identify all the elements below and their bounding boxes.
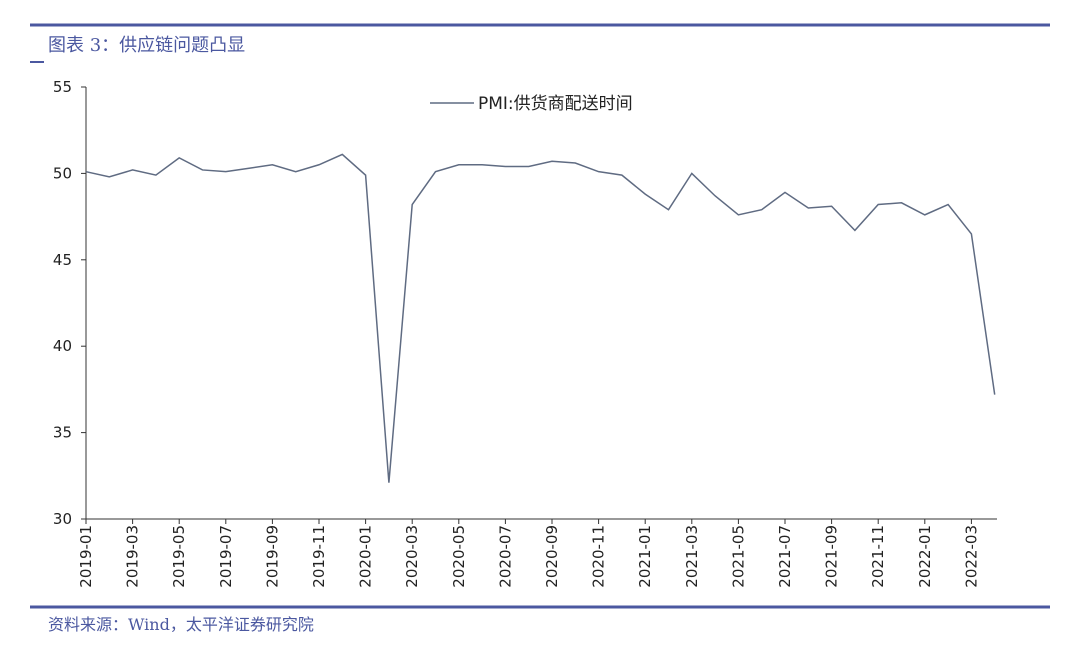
x-tick-label: 2019-03 — [124, 525, 142, 588]
x-tick-label: 2022-01 — [916, 525, 934, 588]
x-tick-label: 2019-11 — [310, 525, 328, 588]
y-tick-label: 55 — [53, 78, 72, 96]
x-tick-label: 2022-03 — [962, 525, 980, 588]
x-tick-label: 2020-07 — [496, 525, 514, 588]
x-tick-label: 2021-11 — [869, 525, 887, 588]
legend-label: PMI:供货商配送时间 — [478, 94, 633, 114]
y-tick-label: 30 — [53, 510, 72, 528]
x-tick-label: 2021-09 — [823, 525, 841, 588]
x-tick-label: 2021-01 — [636, 525, 654, 588]
y-tick-label: 40 — [53, 337, 72, 355]
x-tick-label: 2021-05 — [729, 525, 747, 588]
line-series — [85, 153, 996, 483]
x-tick-label: 2019-05 — [170, 525, 188, 588]
x-tick-label: 2020-09 — [543, 525, 561, 588]
x-tick-label: 2021-03 — [683, 525, 701, 588]
source: 资料来源：Wind，太平洋证券研究院 — [48, 615, 314, 634]
chart-title: 图表 3：供应链问题凸显 — [48, 35, 245, 56]
x-tick-label: 2021-07 — [776, 525, 794, 588]
y-tick-label: 45 — [53, 251, 72, 269]
x-tick-label: 2020-05 — [450, 525, 468, 588]
y-tick-label: 35 — [53, 424, 72, 442]
x-tick-label: 2019-09 — [263, 525, 281, 588]
x-tick-label: 2019-07 — [217, 525, 235, 588]
x-tick-label: 2020-01 — [357, 525, 375, 588]
x-tick-label: 2019-01 — [77, 525, 95, 588]
y-tick-label: 50 — [53, 164, 72, 182]
x-tick-label: 2020-11 — [590, 525, 608, 588]
x-tick-label: 2020-03 — [403, 525, 421, 588]
